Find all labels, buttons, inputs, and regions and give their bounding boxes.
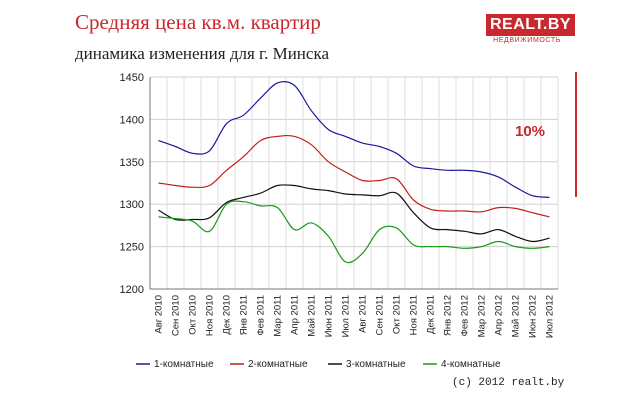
- x-tick-label: Окт 2011: [392, 295, 403, 334]
- x-tick-label: Май 2011: [307, 295, 318, 337]
- x-tick-label: Июн 2012: [528, 295, 539, 338]
- x-tick-label: Янв 2011: [239, 295, 250, 335]
- y-tick-label: 1200: [120, 284, 144, 296]
- x-tick-label: Авг 2010: [154, 295, 165, 334]
- x-tick-label: Ноя 2010: [205, 295, 216, 336]
- logo-tagline: НЕДВИЖИМОСТЬ: [493, 37, 561, 44]
- y-tick-label: 1350: [120, 157, 144, 169]
- x-tick-label: Июл 2012: [545, 295, 556, 338]
- legend: 1-комнатные 2-комнатные 3-комнатные 4-комна…: [136, 359, 501, 370]
- legend-item: 2-комнатные: [230, 359, 308, 370]
- copyright-text: (c) 2012 realt.by: [452, 377, 565, 389]
- x-tick-label: Сен 2010: [171, 295, 182, 336]
- x-tick-label: Мар 2011: [273, 295, 284, 337]
- x-tick-label: Фев 2012: [460, 295, 471, 336]
- x-tick-label: Мар 2012: [477, 295, 488, 337]
- logo-wordmark: REALT.BY: [486, 14, 576, 36]
- x-tick-label: Июл 2011: [341, 295, 352, 337]
- chart-subtitle: динамика изменения для г. Минска: [75, 44, 329, 63]
- legend-item: 3-комнатные: [328, 359, 406, 370]
- x-tick-label: Сен 2011: [375, 295, 386, 335]
- series-lines: [158, 80, 550, 264]
- x-tick-label: Окт 2010: [188, 295, 199, 335]
- series-line-1: [158, 80, 550, 198]
- y-tick-label: 1250: [120, 242, 144, 254]
- legend-label: 2-комнатные: [248, 359, 308, 370]
- x-tick-label: Май 2012: [511, 295, 522, 337]
- grid-lines: [149, 76, 559, 290]
- x-tick-label: Янв 2012: [443, 295, 454, 336]
- series-line-3: [158, 184, 550, 243]
- y-axis-ticks: 1200 1250 1300 1350 1400 1450: [120, 72, 144, 296]
- legend-label: 1-комнатные: [154, 359, 214, 370]
- x-axis-ticks: Авг 2010 Сен 2010 Окт 2010 Ноя 2010 Дек 2010…: [154, 295, 556, 338]
- legend-label: 4-комнатные: [441, 359, 501, 370]
- x-tick-label: Авг 2011: [358, 295, 369, 333]
- y-tick-label: 1400: [120, 114, 144, 126]
- legend-label: 3-комнатные: [346, 359, 406, 370]
- chart-title: Средняя цена кв.м. квартир: [75, 10, 321, 34]
- series-line-4: [158, 200, 550, 264]
- plot-frame: [149, 77, 558, 290]
- legend-item: 1-комнатные: [136, 359, 214, 370]
- x-tick-label: Дек 2010: [222, 295, 233, 335]
- series-line-2: [158, 134, 550, 218]
- x-tick-label: Дек 2011: [426, 295, 437, 334]
- x-tick-label: Фев 2011: [256, 295, 267, 336]
- x-tick-label: Июн 2011: [324, 295, 335, 337]
- x-tick-label: Апр 2011: [290, 295, 301, 335]
- x-tick-label: Апр 2012: [494, 295, 505, 336]
- realt-logo[interactable]: REALT.BY НЕДВИЖИМОСТЬ: [486, 14, 576, 44]
- scale-indicator-label: 10%: [515, 123, 545, 140]
- y-tick-label: 1300: [120, 199, 144, 211]
- x-tick-label: Ноя 2011: [409, 295, 420, 335]
- legend-item: 4-комнатные: [423, 359, 501, 370]
- y-tick-label: 1450: [120, 72, 144, 84]
